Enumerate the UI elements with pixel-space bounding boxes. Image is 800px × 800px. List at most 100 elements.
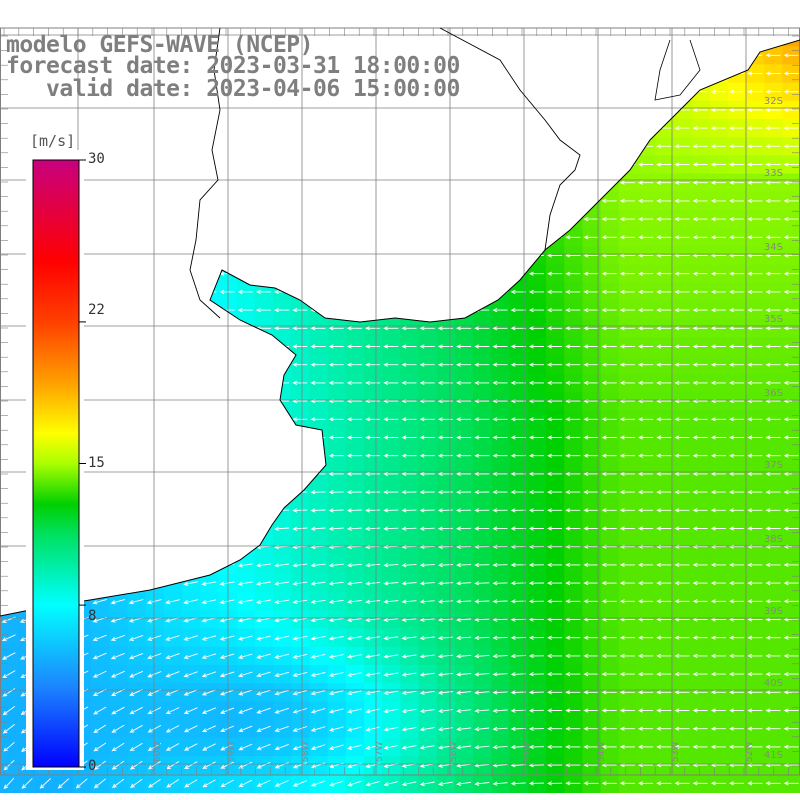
wind-arrow [328,344,344,349]
wind-arrow [146,53,162,58]
latitude-label: 34S [764,242,783,253]
wind-arrow [783,216,799,222]
wind-arrow [383,617,399,623]
wind-arrow [765,471,781,477]
wind-arrow [656,453,672,458]
wind-arrow [128,453,144,458]
wind-arrow [583,580,599,586]
wind-arrow [783,671,799,677]
wind-arrow [219,689,235,696]
wind-arrow [55,34,71,40]
wind-arrow [128,162,144,167]
wind-arrow [365,271,381,276]
wind-arrow [1,144,17,149]
wind-arrow [219,526,235,531]
wind-arrow [201,380,217,386]
wind-arrow [692,508,708,513]
wind-arrow [110,526,126,532]
wind-arrow [656,198,672,204]
wind-arrow [237,271,253,276]
wind-arrow [710,526,726,531]
wind-arrow [492,53,508,58]
wind-arrow [201,490,217,495]
longitude-label: 54W [597,742,607,762]
wind-arrow [656,344,672,349]
wind-arrow [510,726,526,732]
wind-arrow [93,724,107,733]
wind-arrow [164,53,180,58]
wind-arrow [274,671,290,678]
wind-arrow [692,53,708,58]
wind-arrow [92,362,108,367]
wind-arrow [346,471,362,477]
wind-arrow [656,671,672,677]
wind-arrow [692,180,708,185]
wind-arrow [619,326,635,331]
wind-arrow [474,144,490,149]
wind-arrow [638,580,654,586]
wind-arrow [565,125,581,131]
wind-arrow [183,144,199,149]
wind-arrow [765,580,781,586]
wind-arrow [310,34,326,40]
wind-arrow [310,89,326,94]
land-mask [0,0,800,616]
wind-arrow [674,690,690,695]
wind-arrow [747,671,763,677]
wind-arrow [183,34,199,40]
wind-arrow [365,380,381,386]
wind-arrow [128,107,144,113]
wind-arrow [656,471,672,477]
wind-arrow [747,89,763,94]
wind-arrow [456,708,472,714]
wind-arrow [437,235,453,240]
wind-arrow [510,653,526,659]
wind-arrow [474,672,490,677]
wind-arrow [346,34,362,40]
wind-arrow [219,671,235,678]
wind-arrow [565,635,581,640]
wind-arrow [583,344,599,349]
wind-arrow [129,706,143,715]
wind-arrow [510,53,526,58]
wind-arrow [474,781,490,786]
wind-arrow [474,289,490,295]
wind-arrow [346,344,362,349]
wind-arrow [565,417,581,422]
wind-arrow [148,779,161,788]
wind-arrow [528,562,544,568]
wind-arrow [202,779,216,788]
wind-arrow [656,744,672,750]
wind-arrow [638,162,654,167]
wind-arrow [220,707,235,714]
wind-arrow [401,508,417,513]
wind-arrow [674,307,690,313]
wind-arrow [201,34,217,40]
wind-arrow [255,144,271,149]
wind-arrow [437,599,453,604]
wind-arrow [237,490,253,495]
wind-arrow [583,380,599,386]
wind-arrow [201,435,217,440]
wind-arrow [547,89,563,94]
wind-arrow [638,326,654,331]
wind-arrow [528,380,544,386]
wind-arrow [747,726,763,731]
wind-arrow [565,271,581,276]
wind-arrow [710,71,726,76]
wind-arrow [328,307,344,313]
wind-arrow [183,326,199,331]
latitude-label: 38S [764,534,783,545]
wind-arrow [510,562,526,568]
wind-arrow [583,599,599,604]
wind-arrow [292,744,308,751]
wind-arrow [310,635,326,641]
wind-arrow [383,362,399,367]
wind-arrow [783,653,799,659]
wind-arrow [201,635,217,641]
wind-arrow [656,34,672,40]
wind-arrow [747,562,763,568]
wind-arrow [255,216,271,222]
wind-arrow [419,708,435,714]
wind-arrow [201,453,217,458]
